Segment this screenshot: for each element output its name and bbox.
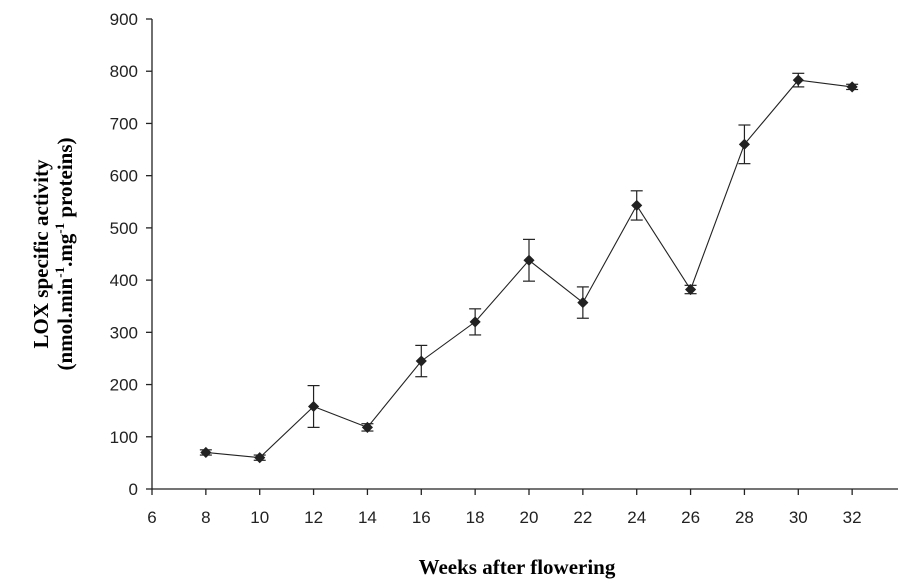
data-point — [415, 355, 427, 367]
y-axis-title-line2: (nmol.min-1.mg-1 proteins) — [52, 137, 77, 370]
x-tick-label: 14 — [358, 508, 377, 527]
data-point — [254, 452, 266, 464]
axes: 0 100 200 300 400 500 600 700 800 900 6 8 10 12 14 16 18… — [110, 10, 898, 527]
y-tick-label: 0 — [129, 480, 138, 499]
y-tick-label: 200 — [110, 376, 138, 395]
data-point — [469, 316, 481, 328]
data-point — [846, 81, 858, 93]
y-axis-title: LOX specific activity (nmol.min-1.mg-1 p… — [29, 137, 77, 370]
data-point — [685, 283, 697, 296]
y-axis-title-line1: LOX specific activity — [29, 159, 53, 348]
x-tick-label: 10 — [250, 508, 269, 527]
x-tick-label: 32 — [843, 508, 862, 527]
x-axis-title: Weeks after flowering — [419, 555, 616, 579]
error-bars — [199, 72, 859, 461]
x-tick-label: 18 — [466, 508, 485, 527]
y-tick-label: 100 — [110, 428, 138, 447]
data-point — [631, 199, 643, 211]
data-point — [577, 297, 589, 309]
x-tick-label: 26 — [681, 508, 700, 527]
data-point — [308, 400, 320, 413]
y-tick-label: 800 — [110, 62, 138, 81]
data-points — [200, 74, 858, 464]
y-tick-label: 400 — [110, 271, 138, 290]
x-tick-label: 8 — [201, 508, 210, 527]
y-tick-label: 500 — [110, 219, 138, 238]
x-tick-label: 28 — [735, 508, 754, 527]
x-tick-label: 12 — [304, 508, 323, 527]
x-tick-label: 30 — [789, 508, 808, 527]
y-axis-title-part-a: (nmol.min — [53, 277, 77, 370]
y-axis-title-sup-2: -1 — [52, 223, 67, 234]
x-tick-label: 20 — [520, 508, 539, 527]
x-tick-label: 16 — [412, 508, 431, 527]
y-tick-label: 600 — [110, 167, 138, 186]
y-axis-title-part-c: proteins) — [53, 137, 77, 222]
data-point — [361, 421, 373, 433]
x-tick-label: 6 — [147, 508, 156, 527]
data-point — [523, 254, 535, 266]
data-point — [200, 446, 212, 459]
y-axis-title-part-b: .mg — [53, 233, 77, 267]
y-axis-title-sup-1: -1 — [52, 267, 67, 278]
y-tick-label: 700 — [110, 114, 138, 133]
data-point — [792, 74, 804, 86]
x-tick-label: 24 — [627, 508, 646, 527]
y-tick-label: 900 — [110, 10, 138, 29]
x-tick-label: 22 — [573, 508, 592, 527]
y-tick-label: 300 — [110, 323, 138, 342]
data-point — [738, 138, 750, 150]
